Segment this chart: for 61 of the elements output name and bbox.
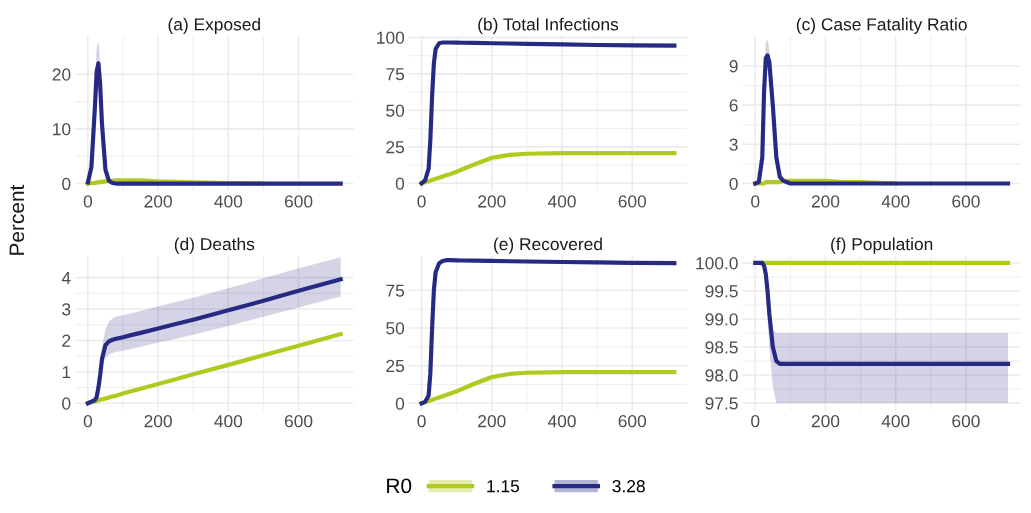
- y-tick-label: 0: [729, 177, 738, 190]
- x-tick-label: 0: [83, 195, 93, 208]
- y-tick-label: 98.0: [705, 369, 738, 382]
- y-tick-label: 10: [53, 123, 71, 136]
- legend-label: 1.15: [487, 480, 520, 493]
- chart-title: (a) Exposed: [168, 17, 260, 34]
- x-tick-label: 600: [618, 195, 647, 208]
- y-tick-label: 97.5: [705, 397, 738, 410]
- x-tick-label: 200: [811, 195, 840, 208]
- chart-title: (b) Total Infections: [478, 17, 619, 34]
- x-tick-label: 600: [284, 195, 313, 208]
- x-tick-label: 400: [547, 415, 576, 428]
- y-tick-label: 99.0: [705, 313, 738, 326]
- x-tick-label: 400: [214, 195, 243, 208]
- y-tick-label: 9: [729, 60, 738, 73]
- y-tick-label: 50: [386, 322, 405, 335]
- y-tick-label: 100: [377, 31, 405, 44]
- x-tick-label: 600: [952, 195, 980, 208]
- chart-title: (d) Deaths: [174, 237, 255, 254]
- y-tick-label: 75: [386, 68, 405, 81]
- chart-title: (c) Case Fatality Ratio: [796, 17, 967, 34]
- y-tick-label: 4: [61, 271, 71, 284]
- x-tick-label: 400: [547, 195, 576, 208]
- x-tick-label: 0: [83, 415, 93, 428]
- x-tick-label: 0: [751, 415, 760, 428]
- y-tick-label: 3: [729, 138, 738, 151]
- y-tick-label: 100.0: [696, 257, 738, 270]
- x-tick-label: 400: [881, 195, 910, 208]
- chart-title: (e) Recovered: [494, 237, 602, 254]
- y-tick-label: 0: [395, 397, 405, 410]
- y-tick-label: 0: [62, 397, 71, 410]
- x-tick-label: 200: [144, 195, 172, 208]
- y-axis-title: Percent: [9, 184, 25, 255]
- y-tick-label: 6: [729, 99, 738, 112]
- y-tick-label: 0: [395, 177, 405, 190]
- y-tick-label: 75: [386, 284, 405, 297]
- y-tick-label: 50: [386, 104, 405, 117]
- x-tick-label: 400: [214, 415, 243, 428]
- x-tick-label: 200: [144, 415, 172, 428]
- x-tick-label: 600: [284, 415, 313, 428]
- x-tick-label: 400: [881, 415, 910, 428]
- x-tick-label: 200: [478, 415, 506, 428]
- x-tick-label: 200: [478, 195, 506, 208]
- y-tick-label: 98.5: [705, 341, 738, 354]
- y-tick-label: 25: [386, 359, 405, 373]
- y-tick-label: 99.5: [705, 285, 738, 298]
- y-tick-label: 25: [386, 141, 405, 154]
- y-tick-label: 1: [62, 366, 71, 379]
- x-tick-label: 200: [811, 415, 840, 428]
- y-tick-label: 0: [62, 177, 71, 191]
- y-tick-label: 20: [52, 68, 71, 81]
- chart-title: (f) Population: [831, 237, 933, 254]
- x-tick-label: 0: [417, 415, 426, 428]
- x-tick-label: 600: [952, 415, 980, 428]
- y-tick-label: 3: [62, 303, 71, 316]
- x-tick-label: 0: [751, 195, 760, 208]
- x-tick-label: 600: [618, 415, 647, 428]
- legend-label: 3.28: [612, 480, 645, 493]
- x-tick-label: 0: [417, 195, 426, 208]
- legend-title: R0: [387, 478, 412, 494]
- y-tick-label: 2: [62, 334, 71, 347]
